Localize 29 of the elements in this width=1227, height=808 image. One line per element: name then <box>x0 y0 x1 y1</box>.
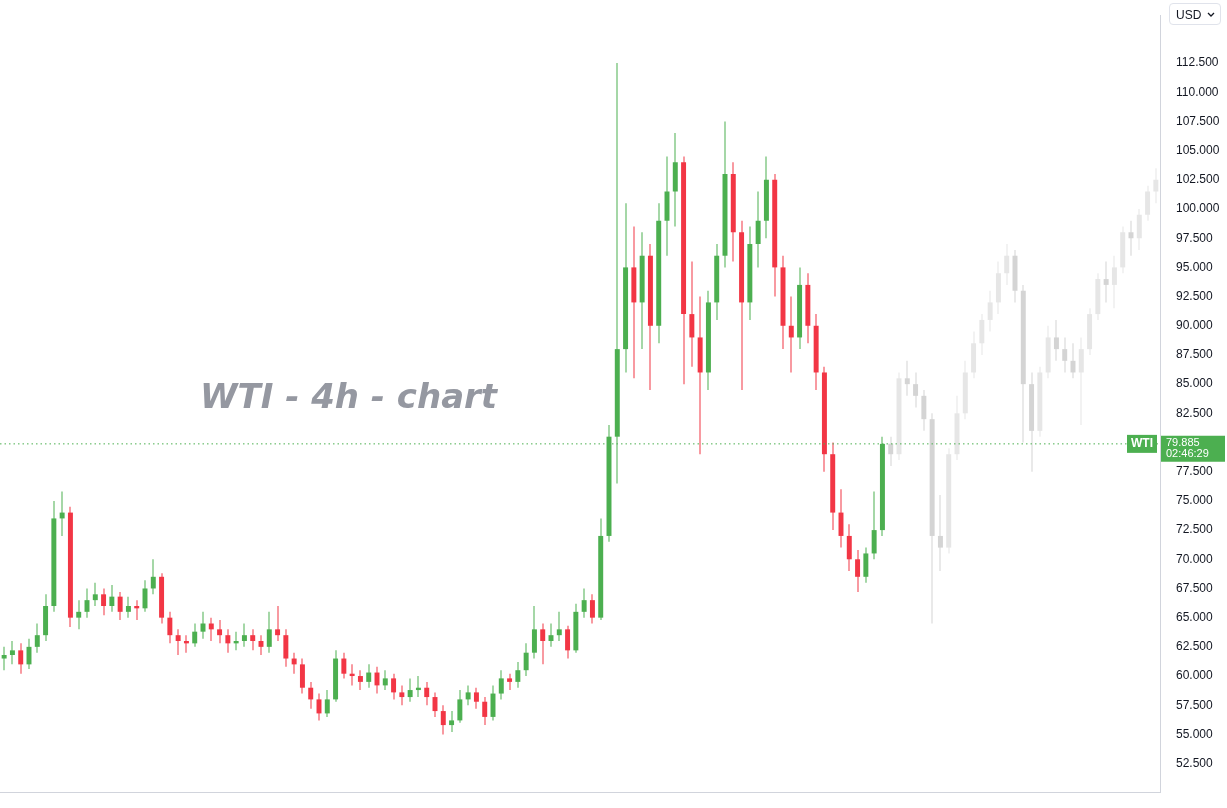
y-tick-label: 85.000 <box>1176 376 1214 391</box>
y-tick-label: 77.500 <box>1176 464 1214 479</box>
ref-line-label: WTI <box>1131 436 1153 451</box>
text: 79.885 <box>1166 435 1200 448</box>
y-tick-label: 72.500 <box>1176 522 1214 537</box>
text: WTI - 4h - chart <box>200 376 499 417</box>
y-tick-label: 87.500 <box>1176 347 1214 362</box>
text: 02:46:29 <box>1166 446 1209 459</box>
y-tick-label: 57.500 <box>1176 697 1214 712</box>
y-tick-label: 70.000 <box>1176 551 1214 566</box>
y-tick-label: 75.000 <box>1176 493 1214 508</box>
y-tick-label: 100.000 <box>1176 201 1220 216</box>
y-tick-label: 82.500 <box>1176 405 1214 420</box>
y-tick-label: 107.500 <box>1176 113 1220 128</box>
y-tick-label: 105.000 <box>1176 142 1220 157</box>
y-tick-label: 67.500 <box>1176 580 1214 595</box>
y-tick-label: 95.000 <box>1176 259 1214 274</box>
y-tick-label: 52.500 <box>1176 755 1214 770</box>
y-tick-label: 65.000 <box>1176 609 1214 624</box>
y-tick-label: 97.500 <box>1176 230 1214 245</box>
y-tick-label: 112.500 <box>1176 55 1219 70</box>
y-tick-label: 92.500 <box>1176 288 1214 303</box>
y-tick-label: 102.500 <box>1176 172 1220 187</box>
y-tick-label: 62.500 <box>1176 639 1214 654</box>
y-tick-label: 90.000 <box>1176 318 1214 333</box>
y-tick-label: 110.000 <box>1176 84 1219 99</box>
text: USD <box>1176 8 1202 22</box>
y-tick-label: 55.000 <box>1176 726 1214 741</box>
y-tick-label: 60.000 <box>1176 668 1214 683</box>
